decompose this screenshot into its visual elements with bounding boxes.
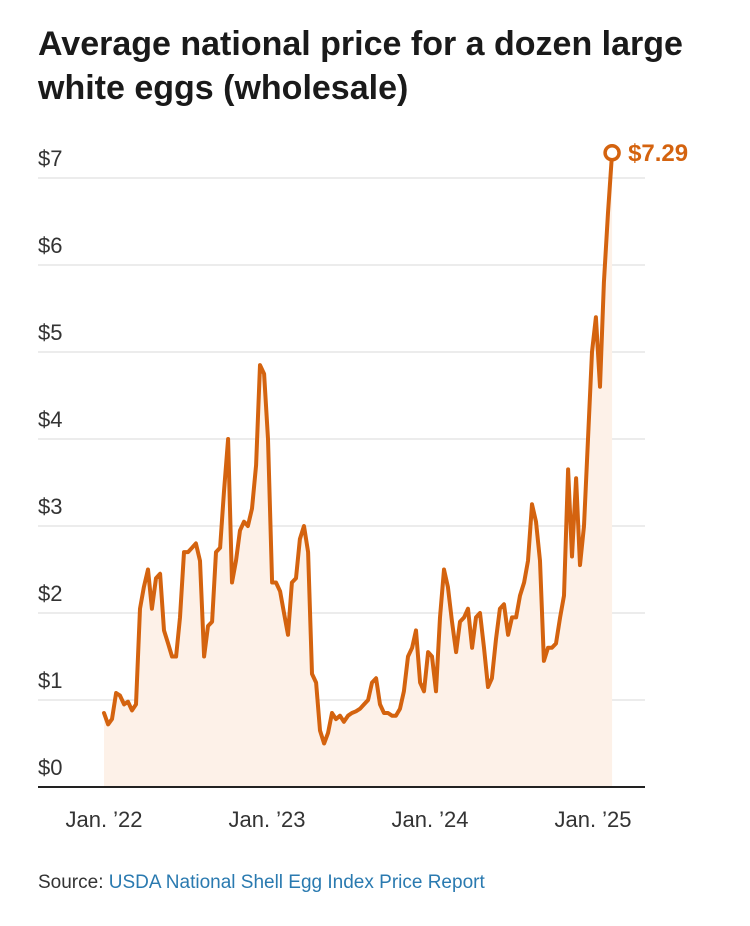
source-prefix: Source: xyxy=(38,872,104,893)
y-tick-label: $6 xyxy=(38,233,62,258)
x-tick-label: Jan. ’22 xyxy=(65,807,142,832)
line xyxy=(102,150,615,746)
y-tick-label: $5 xyxy=(38,320,62,345)
end-point xyxy=(603,144,621,162)
area xyxy=(104,152,613,788)
source: Source: USDA National Shell Egg Index Pr… xyxy=(38,872,485,894)
y-tick-label: $0 xyxy=(38,755,62,780)
y-tick-label: $1 xyxy=(38,668,62,693)
chart-title: Average national price for a dozen large… xyxy=(38,25,683,107)
y-tick-label: $7 xyxy=(38,146,62,171)
y-tick-label: $3 xyxy=(38,494,62,519)
value-label: $7.29 xyxy=(628,140,688,167)
x-tick-label: Jan. ’24 xyxy=(391,807,468,832)
y-tick-label: $2 xyxy=(38,581,62,606)
x-tick-label: Jan. ’23 xyxy=(228,807,305,832)
source-link[interactable]: USDA National Shell Egg Index Price Repo… xyxy=(108,872,485,893)
x-tick-label: Jan. ’25 xyxy=(554,807,631,832)
y-tick-label: $4 xyxy=(38,407,62,432)
